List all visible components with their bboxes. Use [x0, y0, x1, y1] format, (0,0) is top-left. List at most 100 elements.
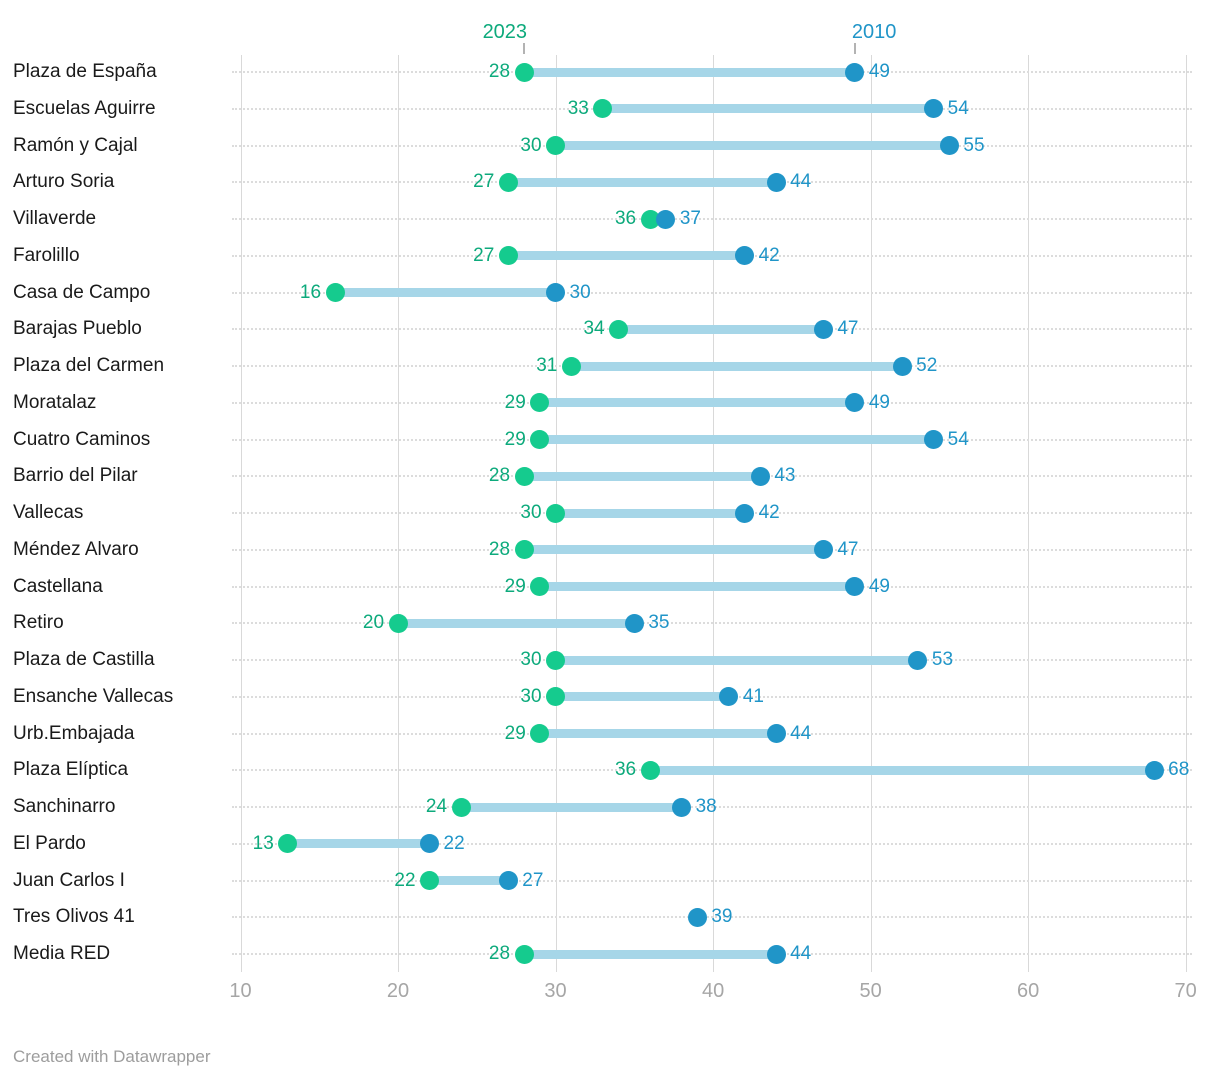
data-point-2010[interactable] — [546, 283, 566, 302]
range-bar — [524, 545, 824, 555]
row-leader-line — [232, 291, 1192, 294]
station-label: Casa de Campo — [13, 281, 151, 303]
range-bar — [650, 765, 1155, 775]
value-label-2010: 42 — [758, 502, 780, 523]
data-point-2010[interactable] — [1144, 760, 1164, 780]
data-point-2010[interactable] — [845, 393, 865, 413]
station-label: Farolillo — [13, 244, 80, 266]
value-label-2023: 24 — [425, 796, 448, 817]
data-point-2023[interactable] — [640, 760, 660, 780]
data-point-2023[interactable] — [451, 797, 471, 817]
data-point-2023[interactable] — [388, 613, 408, 633]
value-label-2023: 30 — [520, 502, 542, 523]
value-label-2023: 16 — [299, 281, 322, 303]
data-point-2023[interactable] — [278, 834, 298, 854]
value-label-2023: 22 — [394, 869, 416, 891]
data-point-2023[interactable] — [514, 540, 534, 560]
x-axis-tick-label: 20 — [386, 980, 410, 1002]
data-point-2010[interactable] — [735, 503, 755, 523]
data-point-2023[interactable] — [530, 724, 550, 743]
value-label-2010: 68 — [1168, 759, 1190, 781]
row-leader-line — [232, 622, 1192, 625]
value-label-2010: 47 — [837, 318, 859, 340]
range-bar — [539, 729, 777, 738]
series-label-2023: 2023 — [482, 21, 528, 43]
range-bar — [555, 692, 729, 702]
value-label-2023: 36 — [614, 208, 637, 229]
station-label: Plaza de Castilla — [13, 649, 155, 670]
data-point-2010[interactable] — [766, 724, 786, 743]
value-label-2023: 31 — [536, 355, 558, 376]
data-point-2023[interactable] — [420, 871, 440, 890]
data-point-2010[interactable] — [892, 356, 912, 376]
data-point-2010[interactable] — [750, 466, 770, 486]
data-point-2023[interactable] — [546, 687, 566, 707]
value-label-2010: 55 — [963, 134, 985, 156]
station-label: Méndez Alvaro — [13, 538, 139, 560]
data-point-2023[interactable] — [514, 944, 534, 964]
row-leader-line — [232, 218, 1192, 220]
row-leader-line — [232, 806, 1192, 808]
data-point-2010[interactable] — [924, 99, 944, 119]
value-label-2023: 30 — [520, 649, 542, 670]
range-bar — [618, 324, 824, 334]
value-label-2023: 28 — [488, 465, 511, 487]
data-point-2010[interactable] — [908, 650, 928, 670]
row-leader-line — [232, 879, 1192, 882]
range-bar — [524, 471, 761, 481]
data-point-2010[interactable] — [624, 613, 644, 633]
data-point-2023[interactable] — [514, 466, 534, 486]
station-label: Moratalaz — [13, 391, 97, 413]
data-point-2023[interactable] — [325, 283, 345, 302]
data-point-2023[interactable] — [498, 172, 518, 192]
value-label-2023: 20 — [362, 612, 385, 634]
data-point-2010[interactable] — [939, 136, 959, 155]
data-point-2023[interactable] — [609, 319, 629, 339]
data-point-2010[interactable] — [813, 540, 833, 560]
data-point-2010[interactable] — [845, 577, 865, 596]
x-axis-tick-label: 10 — [229, 980, 252, 1002]
station-label: Media RED — [13, 943, 111, 964]
value-label-2010: 53 — [931, 649, 954, 670]
range-bar — [555, 141, 950, 150]
series-tick-2010 — [853, 43, 856, 54]
value-label-2023: 28 — [488, 538, 511, 560]
data-point-2010[interactable] — [672, 797, 692, 817]
data-point-2023[interactable] — [514, 62, 534, 82]
data-point-2023[interactable] — [561, 356, 581, 376]
data-point-2010[interactable] — [687, 907, 707, 927]
data-point-2010[interactable] — [766, 172, 786, 192]
data-point-2010[interactable] — [656, 209, 676, 229]
data-point-2023[interactable] — [640, 209, 660, 229]
range-bar — [429, 876, 509, 885]
data-point-2010[interactable] — [498, 871, 518, 890]
value-label-2023: 30 — [520, 685, 542, 707]
value-label-2023: 29 — [504, 428, 526, 450]
data-point-2010[interactable] — [735, 246, 755, 266]
value-label-2010: 39 — [711, 906, 733, 928]
station-label: Arturo Soria — [13, 171, 115, 193]
data-point-2023[interactable] — [530, 393, 550, 413]
data-point-2023[interactable] — [530, 577, 550, 596]
data-point-2023[interactable] — [546, 650, 566, 670]
data-point-2010[interactable] — [924, 430, 944, 449]
row-leader-line — [232, 842, 1192, 845]
station-label: Barajas Pueblo — [13, 318, 142, 340]
data-point-2010[interactable] — [719, 687, 739, 707]
value-label-2010: 44 — [790, 722, 812, 744]
data-point-2023[interactable] — [498, 246, 518, 266]
data-point-2010[interactable] — [845, 62, 865, 82]
range-bar — [555, 655, 918, 665]
data-point-2023[interactable] — [546, 503, 566, 523]
data-point-2010[interactable] — [813, 319, 833, 339]
data-point-2010[interactable] — [766, 944, 786, 964]
range-bar — [539, 582, 855, 591]
data-point-2023[interactable] — [593, 99, 613, 119]
value-label-2010: 42 — [758, 244, 780, 266]
range-bar — [508, 251, 745, 261]
data-point-2010[interactable] — [420, 834, 440, 854]
range-bar — [539, 435, 934, 444]
data-point-2023[interactable] — [546, 136, 566, 155]
data-point-2023[interactable] — [530, 430, 550, 449]
